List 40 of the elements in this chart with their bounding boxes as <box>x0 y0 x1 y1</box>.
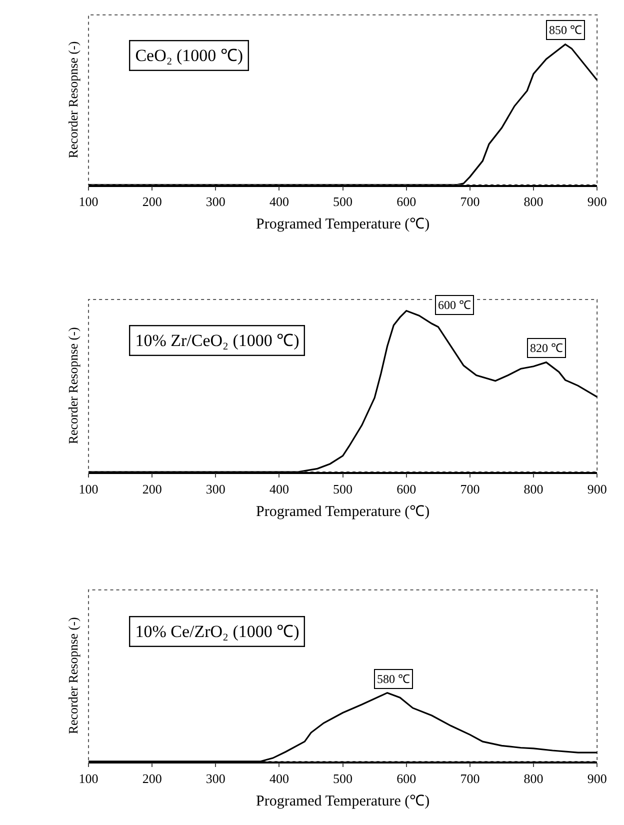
x-tick-label: 100 <box>78 481 98 496</box>
x-tick-label: 600 <box>396 770 416 786</box>
x-tick-label: 900 <box>587 770 607 786</box>
y-axis-title: Recorder Resopnse (-) <box>65 327 80 444</box>
x-tick-label: 300 <box>206 194 226 210</box>
x-tick-label: 300 <box>206 770 226 786</box>
y-axis-title: Recorder Resopnse (-) <box>65 617 80 734</box>
annotation: 580 ℃ <box>377 672 410 686</box>
x-tick-label: 700 <box>460 770 480 786</box>
x-tick-label: 500 <box>333 770 353 786</box>
x-axis-title: Programed Temperature (℃) <box>256 216 430 233</box>
x-tick-label: 500 <box>333 194 353 210</box>
x-tick-label: 800 <box>524 770 544 786</box>
annotation: 820 ℃ <box>530 341 563 355</box>
x-tick-label: 700 <box>460 481 480 496</box>
x-tick-label: 100 <box>78 194 98 210</box>
x-tick-label: 300 <box>206 481 226 496</box>
x-tick-label: 900 <box>587 194 607 210</box>
x-tick-label: 400 <box>269 194 289 210</box>
y-axis-title: Recorder Resopnse (-) <box>65 41 80 158</box>
x-tick-label: 800 <box>524 194 544 210</box>
annotation: 600 ℃ <box>438 298 471 312</box>
x-axis-title: Programed Temperature (℃) <box>256 793 430 810</box>
x-tick-label: 100 <box>78 770 98 786</box>
x-tick-label: 600 <box>396 194 416 210</box>
text: 10% Zr/CeO₂ (1000 ℃) <box>135 331 300 350</box>
x-tick-label: 500 <box>333 481 353 496</box>
x-axis-title: Programed Temperature (℃) <box>256 504 430 520</box>
x-tick-label: 400 <box>269 481 289 496</box>
x-tick-label: 800 <box>524 481 544 496</box>
chart-title: CeO₂ (1000 ℃) <box>135 46 244 66</box>
x-tick-label: 700 <box>460 194 480 210</box>
x-tick-label: 200 <box>142 770 162 786</box>
x-tick-label: 200 <box>142 194 162 210</box>
x-tick-label: 200 <box>142 481 162 496</box>
chart-title: 10% Ce/ZrO₂ (1000 ℃) <box>135 622 300 642</box>
annotation: 850 ℃ <box>549 23 582 37</box>
x-tick-label: 900 <box>587 481 607 496</box>
x-tick-label: 400 <box>269 770 289 786</box>
x-tick-label: 600 <box>396 481 416 496</box>
